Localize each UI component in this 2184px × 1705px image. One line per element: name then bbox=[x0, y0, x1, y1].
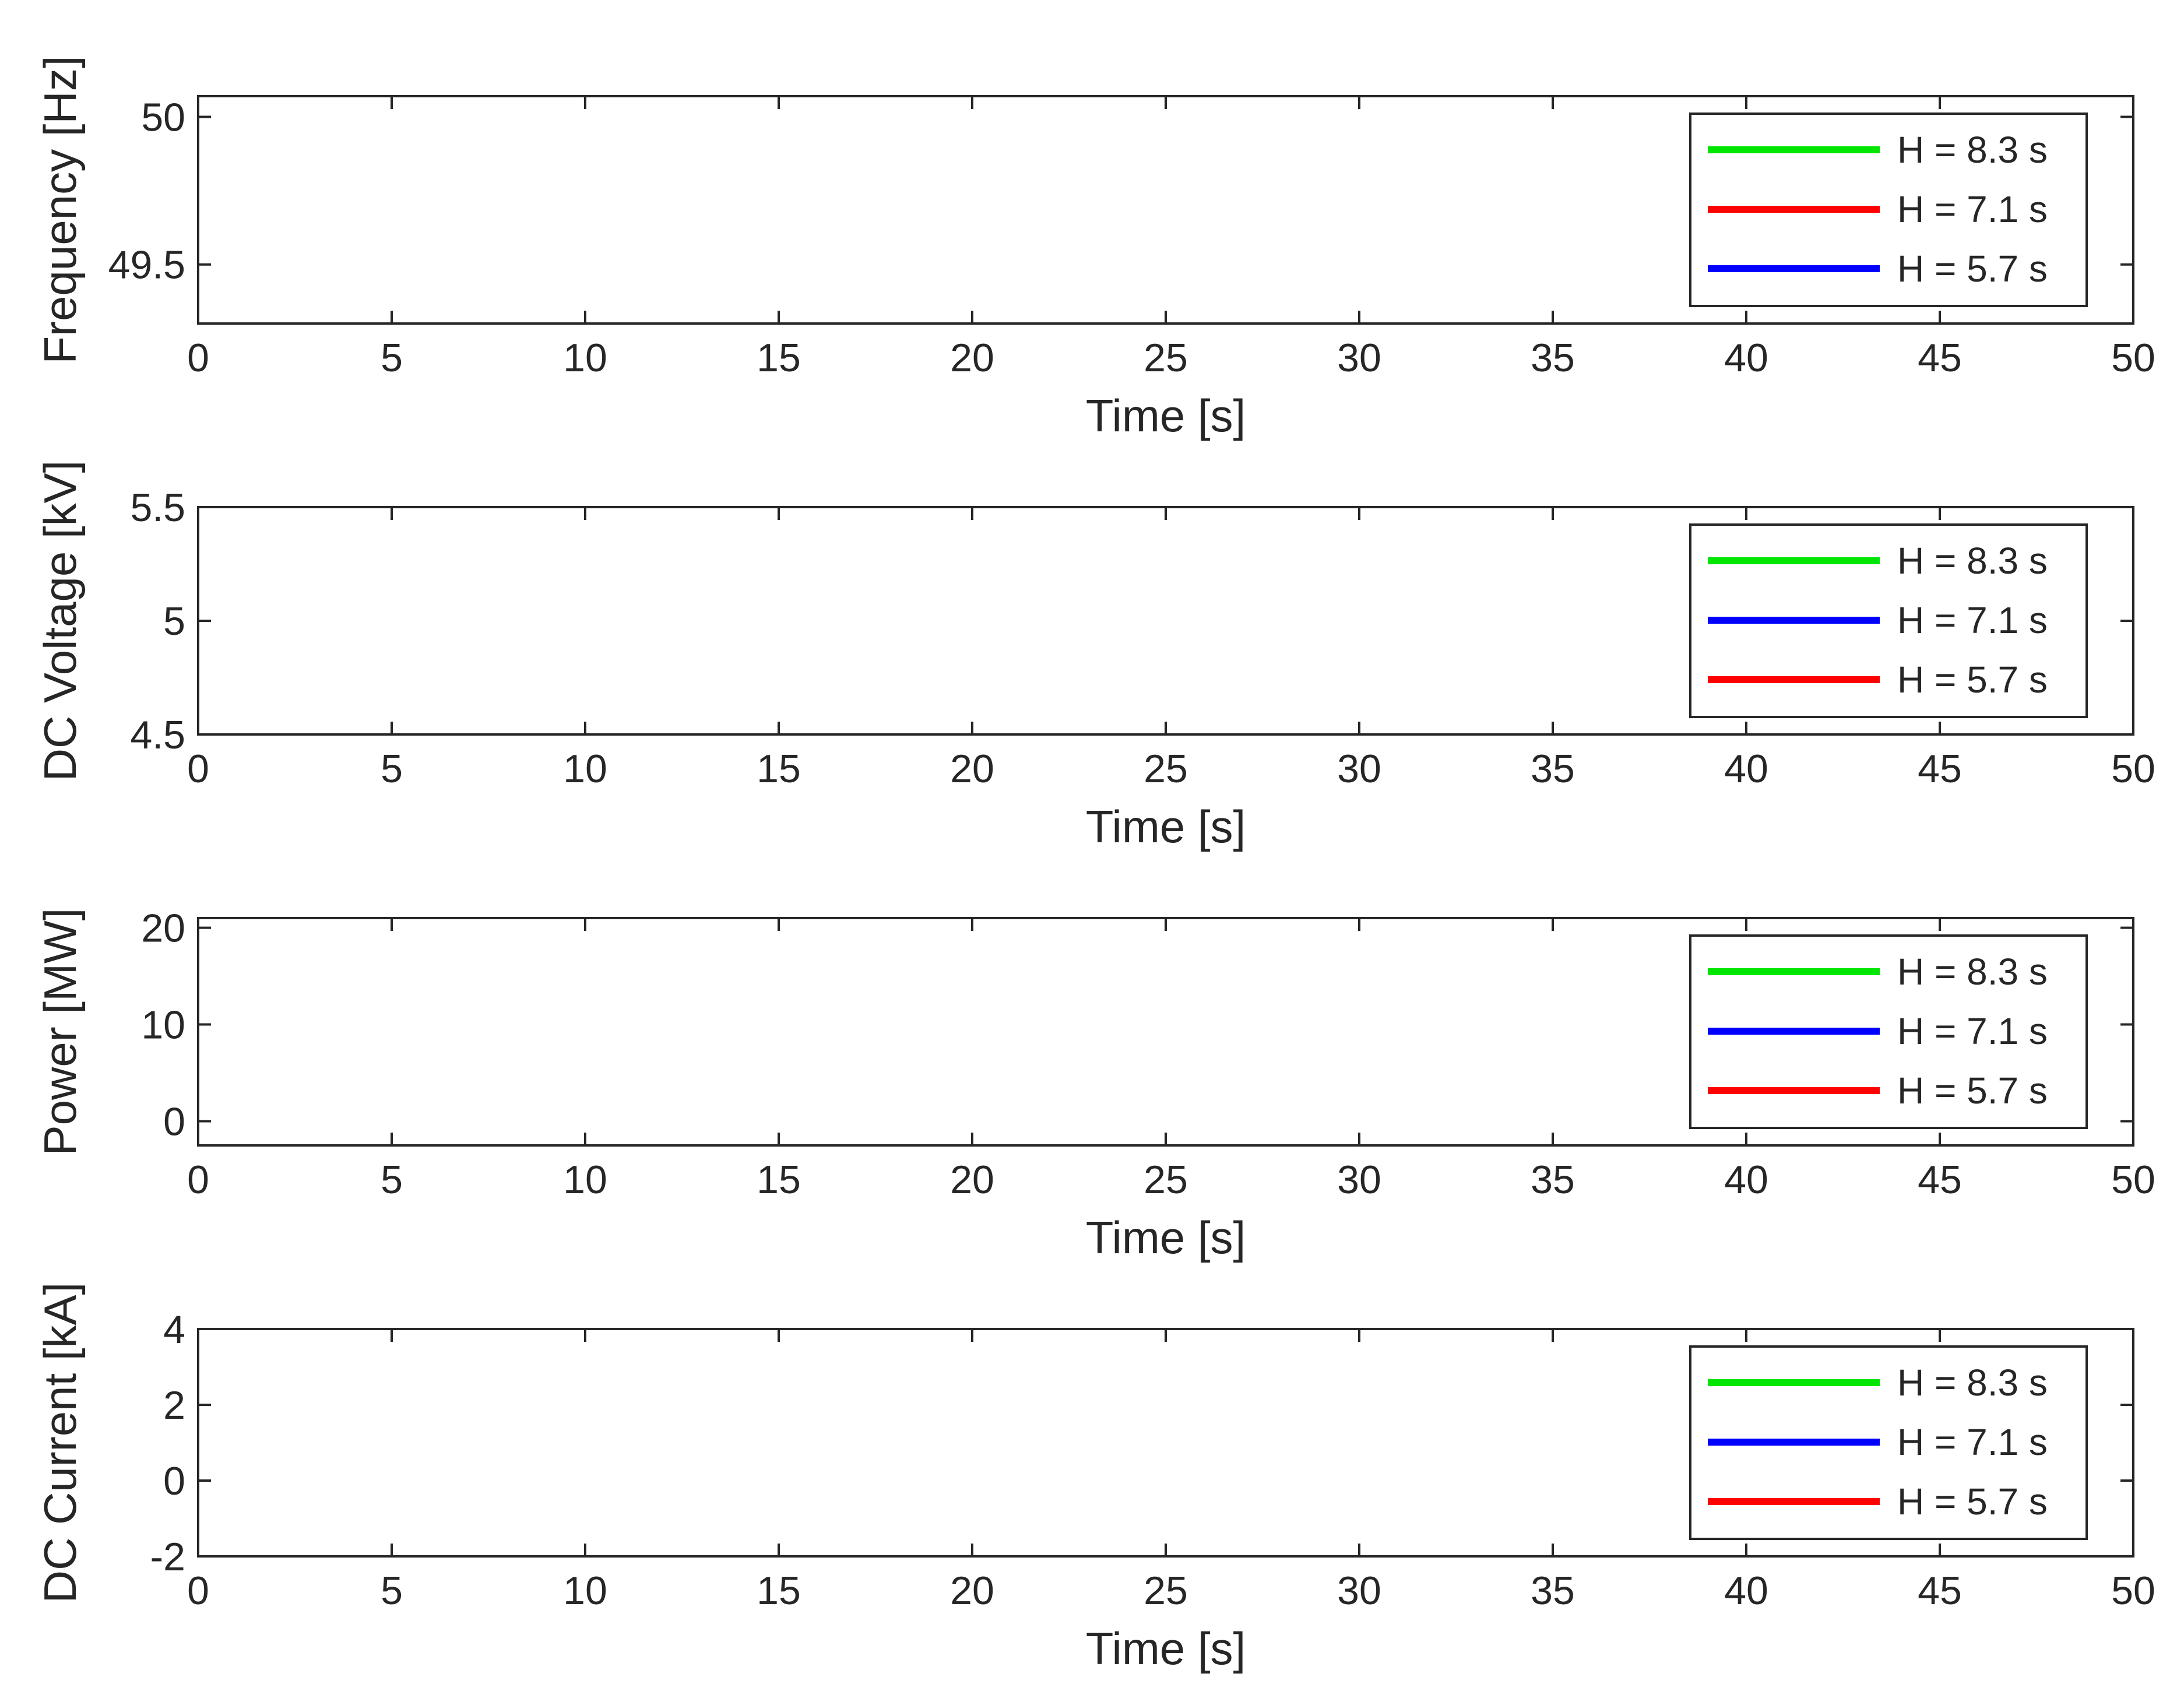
x-tick-label: 30 bbox=[1337, 336, 1381, 380]
legend: H = 8.3 s H = 7.1 s H = 5.7 s bbox=[1689, 523, 2088, 718]
y-tick-label: 50 bbox=[141, 95, 185, 139]
x-tick-label: 20 bbox=[950, 1569, 994, 1613]
subplot-1: 0 5 10 15 20 25 30 35 40 45 50 49.5 50 Time [s] Freque… bbox=[34, 56, 2155, 441]
x-tick-label: 5 bbox=[381, 1569, 403, 1613]
x-tick-label: 40 bbox=[1724, 1569, 1768, 1613]
x-axis-label: Time [s] bbox=[1086, 390, 1246, 441]
x-tick-label: 20 bbox=[950, 1158, 994, 1202]
y-axis-label: DC Current [kA] bbox=[34, 1282, 86, 1603]
x-tick-label: 35 bbox=[1531, 336, 1575, 380]
legend-label: H = 5.7 s bbox=[1897, 248, 2048, 290]
y-tick-label: 49.5 bbox=[108, 243, 185, 287]
x-tick-label: 50 bbox=[2111, 336, 2155, 380]
legend-label: H = 8.3 s bbox=[1897, 129, 2048, 171]
x-axis-label: Time [s] bbox=[1086, 1212, 1246, 1263]
y-axis-label: DC Voltage [kV] bbox=[34, 460, 86, 782]
x-tick-label: 35 bbox=[1531, 747, 1575, 791]
x-tick-label: 40 bbox=[1724, 336, 1768, 380]
y-tick-label: 4.5 bbox=[130, 713, 185, 757]
x-tick-label: 10 bbox=[563, 1158, 607, 1202]
x-tick-label: 30 bbox=[1337, 1569, 1381, 1613]
x-tick-label: 15 bbox=[757, 747, 801, 791]
x-tick-label: 20 bbox=[950, 336, 994, 380]
x-tick-label: 5 bbox=[381, 336, 403, 380]
x-tick-label: 30 bbox=[1337, 747, 1381, 791]
x-tick-label: 45 bbox=[1918, 336, 1962, 380]
y-tick-label: 4 bbox=[163, 1307, 185, 1352]
x-axis-label: Time [s] bbox=[1086, 1623, 1246, 1674]
x-tick-label: 0 bbox=[187, 747, 209, 791]
x-tick-label: 25 bbox=[1144, 1158, 1188, 1202]
legend: H = 8.3 s H = 7.1 s H = 5.7 s bbox=[1689, 1345, 2088, 1540]
x-tick-label: 10 bbox=[563, 1569, 607, 1613]
x-tick-label: 50 bbox=[2111, 747, 2155, 791]
subplot-2: 0 5 10 15 20 25 30 35 40 45 50 4.5 5 5.5 Time [s] DC Vo… bbox=[34, 460, 2155, 852]
x-tick-label: 25 bbox=[1144, 747, 1188, 791]
x-tick-label: 45 bbox=[1918, 1569, 1962, 1613]
legend-label: H = 7.1 s bbox=[1897, 599, 2048, 641]
subplot-3: 0 5 10 15 20 25 30 35 40 45 50 0 10 20 Time [s] Power [… bbox=[34, 906, 2155, 1263]
x-tick-label: 45 bbox=[1918, 1158, 1962, 1202]
x-tick-label: 45 bbox=[1918, 747, 1962, 791]
x-tick-label: 5 bbox=[381, 747, 403, 791]
x-tick-label: 10 bbox=[563, 336, 607, 380]
x-tick-label: 30 bbox=[1337, 1158, 1381, 1202]
legend-label: H = 8.3 s bbox=[1897, 951, 2048, 993]
x-tick-label: 5 bbox=[381, 1158, 403, 1202]
x-tick-label: 15 bbox=[757, 1158, 801, 1202]
y-tick-label: 2 bbox=[163, 1383, 185, 1428]
y-tick-label: 0 bbox=[163, 1459, 185, 1503]
y-tick-label: 5 bbox=[163, 599, 185, 644]
legend-label: H = 5.7 s bbox=[1897, 1070, 2048, 1112]
x-tick-label: 20 bbox=[950, 747, 994, 791]
x-tick-label: 40 bbox=[1724, 1158, 1768, 1202]
x-tick-label: 15 bbox=[757, 1569, 801, 1613]
legend-label: H = 5.7 s bbox=[1897, 659, 2048, 701]
x-tick-label: 40 bbox=[1724, 747, 1768, 791]
x-axis-label: Time [s] bbox=[1086, 801, 1246, 852]
legend-label: H = 7.1 s bbox=[1897, 188, 2048, 230]
x-tick-label: 15 bbox=[757, 336, 801, 380]
x-tick-label: 0 bbox=[187, 1158, 209, 1202]
legend-label: H = 7.1 s bbox=[1897, 1010, 2048, 1052]
x-tick-label: 35 bbox=[1531, 1569, 1575, 1613]
x-tick-label: 50 bbox=[2111, 1158, 2155, 1202]
x-tick-label: 50 bbox=[2111, 1569, 2155, 1613]
legend-label: H = 5.7 s bbox=[1897, 1481, 2048, 1523]
y-tick-label: -2 bbox=[150, 1535, 185, 1579]
legend: H = 8.3 s H = 7.1 s H = 5.7 s bbox=[1689, 113, 2088, 307]
y-tick-label: 5.5 bbox=[130, 486, 185, 530]
x-tick-label: 35 bbox=[1531, 1158, 1575, 1202]
y-tick-label: 0 bbox=[163, 1100, 185, 1144]
legend: H = 8.3 s H = 7.1 s H = 5.7 s bbox=[1689, 934, 2088, 1129]
y-axis-label: Frequency [Hz] bbox=[34, 56, 86, 364]
legend-label: H = 8.3 s bbox=[1897, 540, 2048, 582]
legend-label: H = 8.3 s bbox=[1897, 1362, 2048, 1404]
x-tick-label: 25 bbox=[1144, 1569, 1188, 1613]
y-tick-label: 20 bbox=[141, 906, 185, 951]
x-tick-label: 25 bbox=[1144, 336, 1188, 380]
x-tick-label: 0 bbox=[187, 336, 209, 380]
y-axis-label: Power [MW] bbox=[34, 908, 86, 1156]
x-tick-label: 0 bbox=[187, 1569, 209, 1613]
x-tick-label: 10 bbox=[563, 747, 607, 791]
legend-label: H = 7.1 s bbox=[1897, 1421, 2048, 1463]
y-tick-label: 10 bbox=[141, 1003, 185, 1047]
